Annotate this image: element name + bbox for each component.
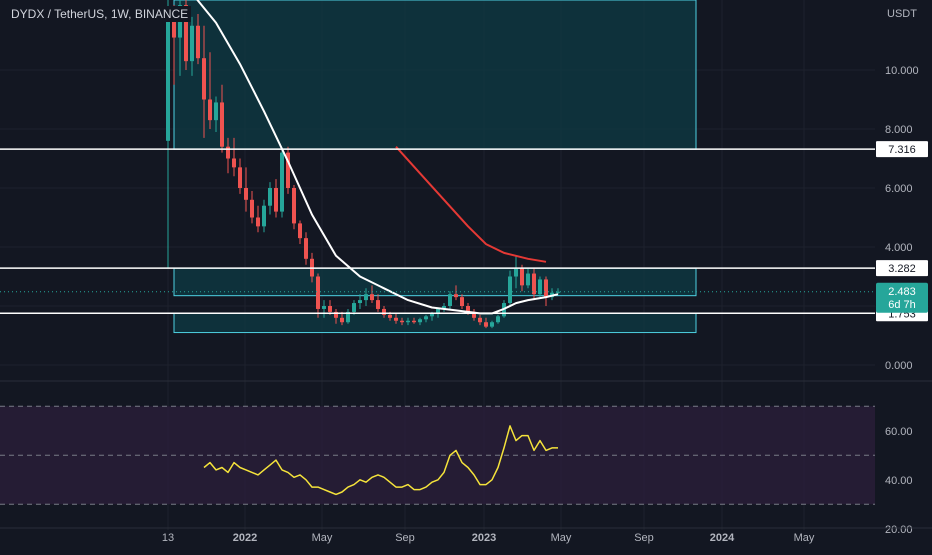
rsi-tick: 20.00 [885,524,913,536]
candle-body[interactable] [304,238,308,259]
candle-body[interactable] [376,300,380,309]
ma-fast-line [196,0,559,315]
time-tick: May [312,532,333,544]
current-price-badge [876,282,928,313]
candle-body[interactable] [370,294,374,301]
price-tick: 6.000 [885,183,913,195]
candle-body[interactable] [208,99,212,121]
candle-body[interactable] [334,311,338,318]
price-tick: 8.000 [885,124,913,136]
rsi-band [0,406,875,505]
time-tick: 2022 [233,532,257,544]
time-tick: 2023 [472,532,496,544]
symbol-title[interactable]: DYDX / TetherUS, 1W, BINANCE [8,6,192,22]
candle-body[interactable] [286,152,290,188]
candle-body[interactable] [448,294,452,306]
candle-body[interactable] [418,319,422,323]
candle-body[interactable] [232,158,236,168]
candle-body[interactable] [490,322,494,327]
candle-body[interactable] [388,314,392,318]
candle-body[interactable] [298,223,302,239]
candle-body[interactable] [340,317,344,323]
candle-body[interactable] [196,25,200,59]
candle-body[interactable] [454,294,458,298]
candle-body[interactable] [514,267,518,277]
price-tick: 0.000 [885,360,913,372]
time-tick: Sep [395,532,415,544]
time-tick: May [551,532,572,544]
level-label-bg [876,141,928,158]
candle-body[interactable] [394,317,398,321]
candle-body[interactable] [238,167,242,188]
candle-body[interactable] [166,11,170,141]
candle-body[interactable] [184,5,188,62]
candle-body[interactable] [220,102,224,147]
candle-body[interactable] [538,279,542,295]
candle-body[interactable] [544,279,548,298]
candle-body[interactable] [472,311,476,318]
candle-body[interactable] [556,291,560,293]
candle-body[interactable] [190,25,194,62]
candle-body[interactable] [172,11,176,38]
price-tick: 4.000 [885,242,913,254]
ma-slow-line [395,146,547,263]
candle-body[interactable] [460,297,464,306]
candle-body[interactable] [532,273,536,295]
rsi-tick: 60.00 [885,426,913,438]
candle-body[interactable] [484,322,488,327]
candle-body[interactable] [268,188,272,206]
time-tick: May [794,532,815,544]
candle-body[interactable] [442,306,446,309]
candle-body[interactable] [244,188,248,200]
level-label-bg [876,260,928,277]
candle-body[interactable] [508,276,512,304]
candle-body[interactable] [496,316,500,323]
candle-body[interactable] [478,317,482,323]
zone-box[interactable] [173,0,697,150]
candle-body[interactable] [358,300,362,304]
time-tick: Sep [634,532,654,544]
bar-countdown: 6d 7h [888,299,916,311]
candle-body[interactable] [322,306,326,309]
candle-body[interactable] [280,152,284,212]
candle-body[interactable] [400,320,404,323]
candle-body[interactable] [352,303,356,312]
candle-body[interactable] [292,188,296,224]
price-tick: 10.000 [885,65,919,77]
candle-body[interactable] [424,316,428,320]
candle-body[interactable] [256,217,260,227]
candle-body[interactable] [316,276,320,309]
candle-body[interactable] [520,267,524,286]
candle-body[interactable] [430,313,434,317]
rsi-line [203,425,558,496]
zone-box[interactable] [173,312,697,334]
candle-body[interactable] [346,311,350,323]
candle-body[interactable] [226,146,230,159]
rsi-tick: 40.00 [885,475,913,487]
current-price-label: 2.483 [888,286,916,298]
candle-body[interactable] [202,58,206,100]
candle-body[interactable] [250,199,254,218]
candle-body[interactable] [406,320,410,323]
candle-body[interactable] [382,308,386,315]
candle-body[interactable] [328,306,332,312]
candle-body[interactable] [466,306,470,312]
candle-body[interactable] [526,273,530,286]
level-label: 3.282 [888,263,916,275]
zone-box[interactable] [173,267,697,297]
level-label: 7.316 [888,144,916,156]
candle-body[interactable] [412,320,416,323]
candle-body[interactable] [364,294,368,301]
currency-label: USDT [887,8,917,20]
time-tick: 2024 [710,532,735,544]
candle-body[interactable] [262,205,266,227]
candle-body[interactable] [436,308,440,314]
candle-body[interactable] [214,102,218,121]
time-tick: 13 [162,532,174,544]
candle-body[interactable] [274,188,278,212]
